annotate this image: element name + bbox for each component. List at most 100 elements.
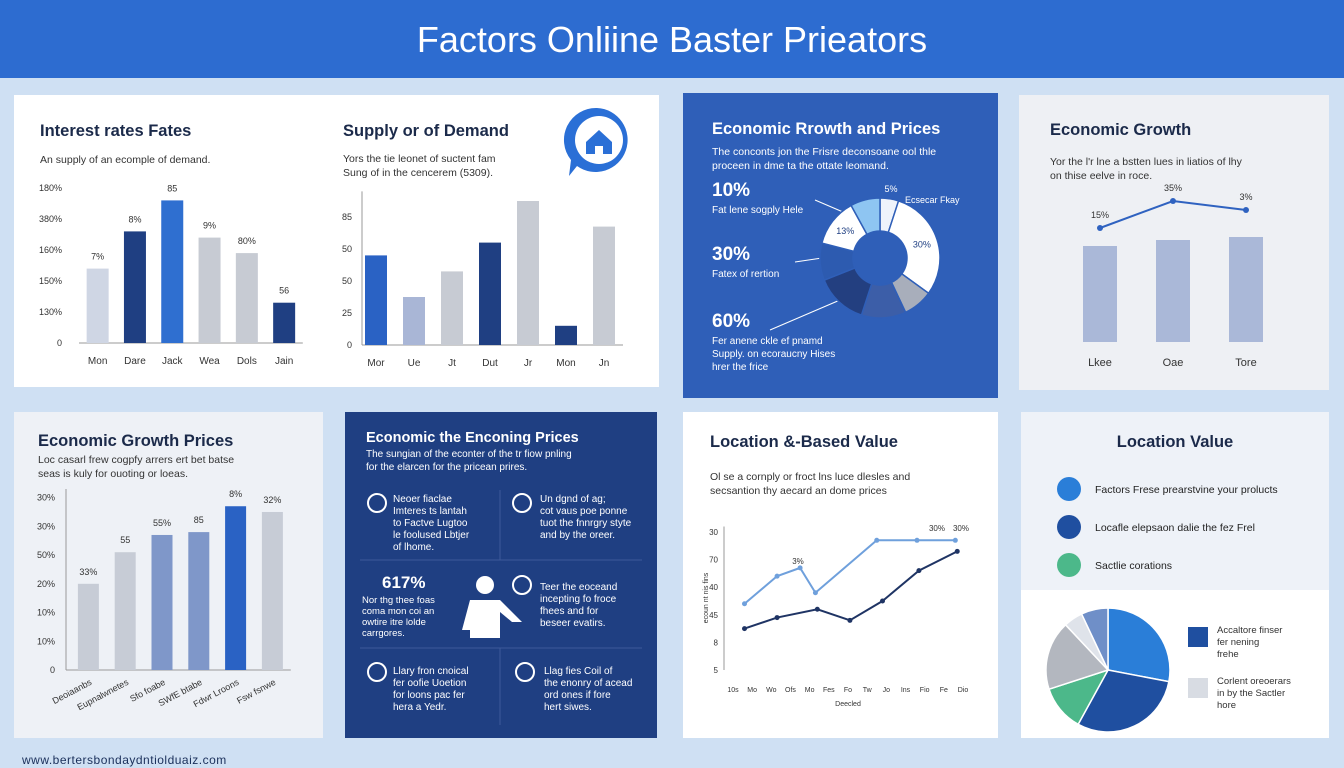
chart-title: Location &-Based Value bbox=[710, 433, 898, 451]
x-tick-label: Jt bbox=[448, 358, 456, 369]
bar bbox=[225, 506, 247, 670]
info-icons bbox=[367, 493, 535, 682]
point bbox=[954, 548, 960, 554]
key-swatch bbox=[1188, 678, 1208, 698]
x-tick-label: Tw bbox=[863, 687, 873, 694]
x-tick-label: Lkee bbox=[1088, 357, 1112, 369]
info-title: Economic the Enconing Prices bbox=[366, 430, 579, 446]
x-tick-label: Ue bbox=[408, 358, 421, 369]
point bbox=[1243, 207, 1249, 213]
chart-subtitle: Ol se a cornply or froct lns luce dlesle… bbox=[710, 471, 910, 483]
y-tick-label: 70 bbox=[709, 556, 718, 565]
bar bbox=[1229, 237, 1263, 342]
donut-slice bbox=[850, 197, 881, 236]
annotation: 3% bbox=[792, 557, 804, 566]
info-item-text: incepting fo froce bbox=[540, 594, 617, 605]
x-tick-label: Mo bbox=[805, 687, 815, 694]
stat-text: hrer the frice bbox=[712, 362, 769, 373]
y-tick-label: 45 bbox=[709, 611, 718, 620]
key-text: fer nening bbox=[1217, 637, 1259, 648]
info-item-text: to Factve Lugtoo bbox=[393, 518, 468, 529]
info-figure-text: carrgores. bbox=[362, 628, 405, 639]
annotation: 30% bbox=[929, 524, 945, 533]
y-tick-label: 380% bbox=[39, 214, 62, 224]
info-item-text: ord ones if fore bbox=[544, 690, 611, 701]
point bbox=[1170, 198, 1176, 204]
stat-text: Fer anene ckle ef pnamd bbox=[712, 336, 823, 347]
x-tick-label: Dut bbox=[482, 358, 498, 369]
bar bbox=[441, 271, 463, 345]
y-tick-label: 50% bbox=[37, 550, 55, 560]
bar bbox=[123, 231, 146, 343]
point bbox=[814, 606, 820, 612]
point bbox=[874, 537, 880, 543]
info-figure: 617% bbox=[382, 573, 425, 592]
bar bbox=[517, 201, 539, 345]
bar bbox=[86, 268, 109, 343]
x-tick-label: Jack bbox=[162, 356, 184, 367]
chart-title: Supply or of Demand bbox=[343, 122, 509, 140]
x-axis-label: Deecled bbox=[835, 701, 861, 708]
header-title: Factors Onliine Baster Prieators bbox=[417, 19, 927, 60]
y-tick-label: 0 bbox=[347, 340, 352, 350]
bar-label: 9% bbox=[203, 221, 216, 231]
x-tick-label: Fes bbox=[823, 687, 835, 694]
info-item-text: Llary fron cnoical bbox=[393, 666, 469, 677]
bar-label: 32% bbox=[263, 495, 281, 505]
y-tick-label: 50 bbox=[342, 276, 352, 286]
y-tick-label: 150% bbox=[39, 276, 62, 286]
y-axis-label: ecoun nt nis fins bbox=[703, 572, 710, 623]
info-item-text: beseer evatirs. bbox=[540, 618, 606, 629]
x-tick-label: Dols bbox=[237, 356, 257, 367]
info-item-text: the enonry of acead bbox=[544, 678, 632, 689]
y-tick-label: 0 bbox=[57, 338, 62, 348]
panel bbox=[683, 412, 998, 738]
point bbox=[797, 565, 803, 571]
bar bbox=[151, 534, 173, 670]
leader-line bbox=[794, 257, 823, 263]
chart-subtitle: An supply of an ecomple of demand. bbox=[40, 154, 210, 166]
x-tick-label: Ofs bbox=[785, 687, 796, 694]
bar-label: 7% bbox=[91, 252, 104, 262]
info-figure-text: Nor thg thee foas bbox=[362, 595, 435, 606]
point bbox=[742, 626, 747, 632]
legend-dot bbox=[1057, 515, 1081, 539]
stat-text: Supply. on ecoraucny Hises bbox=[712, 349, 835, 360]
y-tick-label: 40 bbox=[709, 583, 718, 592]
bar-label: 85 bbox=[194, 515, 204, 525]
bar bbox=[188, 532, 210, 670]
header-bar bbox=[0, 0, 1344, 78]
key-text: in by the Sactler bbox=[1217, 688, 1285, 699]
bar bbox=[365, 255, 387, 345]
bar-label: 56 bbox=[279, 286, 289, 296]
y-tick-label: 8 bbox=[714, 638, 719, 647]
point-label: 15% bbox=[1091, 210, 1109, 220]
bar-label: 33% bbox=[79, 567, 97, 577]
point bbox=[916, 568, 922, 574]
info-item-text: Teer the eoceand bbox=[540, 582, 617, 593]
y-tick-label: 30% bbox=[37, 521, 55, 531]
key-swatch bbox=[1188, 627, 1208, 647]
x-tick-label: Jo bbox=[883, 687, 891, 694]
chart-title: Location Value bbox=[1117, 433, 1233, 451]
bar bbox=[1156, 240, 1190, 342]
slice-label: 13% bbox=[836, 226, 854, 236]
info-figure-text: coma mon coi an bbox=[362, 606, 434, 617]
x-tick-label: Jn bbox=[599, 358, 610, 369]
info-grid bbox=[360, 490, 642, 725]
chart-title: Economic Growth bbox=[1050, 121, 1191, 139]
bar bbox=[555, 325, 577, 345]
y-tick-label: 0 bbox=[50, 665, 55, 675]
info-item-text: tuot the fnnrgry styte bbox=[540, 518, 632, 529]
info-subtitle: for the elarcen for the pricean prires. bbox=[366, 462, 527, 473]
point bbox=[774, 573, 780, 579]
x-tick-label: Mo bbox=[747, 687, 757, 694]
y-tick-label: 160% bbox=[39, 245, 62, 255]
legend-text: Factors Frese prearstvine your prolucts bbox=[1095, 484, 1278, 496]
person-icon bbox=[462, 576, 522, 638]
bar bbox=[1083, 246, 1117, 342]
stat-figure: 30% bbox=[712, 244, 750, 265]
key-text: Corlent oreoerars bbox=[1217, 676, 1291, 687]
